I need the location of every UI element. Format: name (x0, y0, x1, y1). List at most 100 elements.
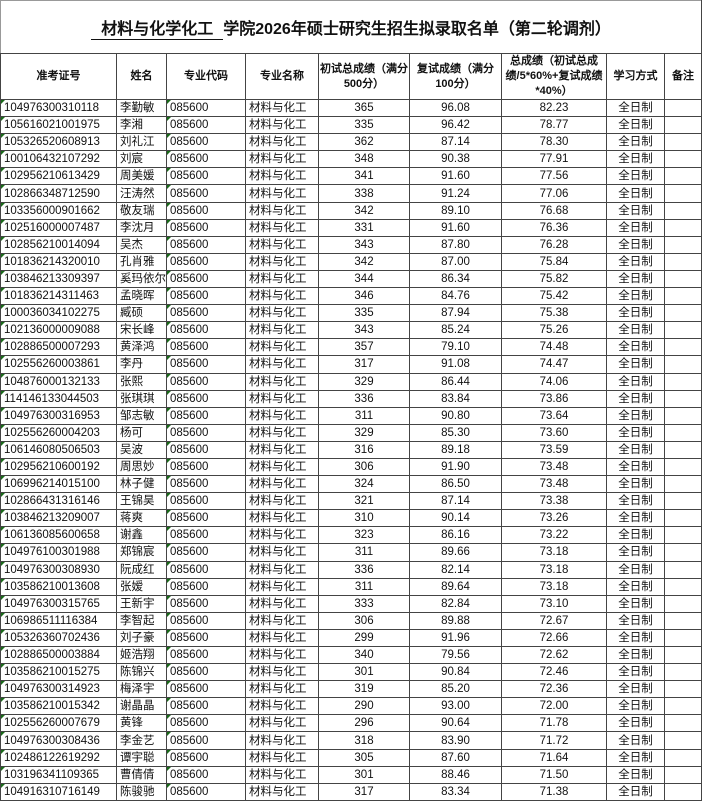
cell-major-name[interactable]: 材料与化工 (245, 611, 319, 630)
cell-study-mode[interactable]: 全日制 (606, 645, 665, 665)
cell-name[interactable]: 谢晶晶 (116, 697, 167, 716)
cell-major-code[interactable]: 085600 (166, 201, 246, 220)
cell-exam-id[interactable]: 102866348712590 (0, 184, 117, 203)
cell-exam-id[interactable]: 114146133044503 (0, 389, 117, 408)
cell-name[interactable]: 臧硕 (116, 304, 167, 323)
cell-name[interactable]: 周思妙 (116, 457, 167, 477)
cell-name[interactable]: 李丹 (116, 355, 167, 374)
cell-major-code[interactable]: 085600 (166, 423, 246, 442)
cell-retest-score[interactable]: 93.00 (409, 697, 502, 716)
cell-name[interactable]: 陈骏驰 (116, 782, 167, 801)
cell-major-code[interactable]: 085600 (166, 680, 246, 699)
cell-major-name[interactable]: 材料与化工 (245, 287, 319, 306)
cell-retest-score[interactable]: 89.88 (409, 611, 502, 630)
cell-major-name[interactable]: 材料与化工 (245, 509, 319, 528)
cell-name[interactable]: 李勤敏 (116, 98, 167, 118)
cell-total-score[interactable]: 73.26 (501, 509, 607, 528)
cell-name[interactable]: 刘宸 (116, 150, 167, 169)
cell-retest-score[interactable]: 84.76 (409, 287, 502, 306)
cell-retest-score[interactable]: 86.34 (409, 269, 502, 289)
cell-study-mode[interactable]: 全日制 (606, 321, 665, 340)
cell-name[interactable]: 杨可 (116, 423, 167, 442)
cell-major-name[interactable]: 材料与化工 (245, 492, 319, 511)
cell-major-code[interactable]: 085600 (166, 663, 246, 682)
cell-retest-score[interactable]: 82.84 (409, 594, 502, 613)
cell-major-code[interactable]: 085600 (166, 765, 246, 784)
cell-major-name[interactable]: 材料与化工 (245, 235, 319, 254)
cell-study-mode[interactable]: 全日制 (606, 304, 665, 323)
cell-initial-score[interactable]: 290 (318, 697, 410, 716)
cell-total-score[interactable]: 71.64 (501, 748, 607, 767)
cell-study-mode[interactable]: 全日制 (606, 577, 665, 596)
cell-major-code[interactable]: 085600 (166, 697, 246, 716)
cell-exam-id[interactable]: 103846213209007 (0, 509, 117, 528)
cell-major-code[interactable]: 085600 (166, 406, 246, 425)
cell-retest-score[interactable]: 85.20 (409, 680, 502, 699)
cell-initial-score[interactable]: 342 (318, 252, 410, 271)
cell-name[interactable]: 曹倩倩 (116, 765, 167, 784)
cell-retest-score[interactable]: 90.84 (409, 663, 502, 682)
cell-retest-score[interactable]: 83.84 (409, 389, 502, 408)
cell-major-name[interactable]: 材料与化工 (245, 680, 319, 699)
cell-total-score[interactable]: 71.50 (501, 765, 607, 784)
cell-initial-score[interactable]: 336 (318, 389, 410, 408)
cell-study-mode[interactable]: 全日制 (606, 167, 665, 186)
cell-initial-score[interactable]: 317 (318, 782, 410, 801)
cell-name[interactable]: 张琪琪 (116, 389, 167, 408)
cell-name[interactable]: 李金艺 (116, 731, 167, 750)
cell-major-code[interactable]: 085600 (166, 475, 246, 494)
cell-study-mode[interactable]: 全日制 (606, 714, 665, 733)
cell-major-name[interactable]: 材料与化工 (245, 714, 319, 733)
cell-exam-id[interactable]: 100036034102275 (0, 304, 117, 323)
cell-major-name[interactable]: 材料与化工 (245, 321, 319, 340)
cell-exam-id[interactable]: 106146080506503 (0, 440, 117, 459)
cell-major-name[interactable]: 材料与化工 (245, 560, 319, 579)
cell-remark[interactable] (663, 116, 702, 135)
cell-name[interactable]: 黄锋 (116, 714, 167, 733)
cell-total-score[interactable]: 73.10 (501, 594, 607, 613)
cell-remark[interactable] (663, 543, 702, 562)
cell-initial-score[interactable]: 329 (318, 423, 410, 442)
cell-major-name[interactable]: 材料与化工 (245, 116, 319, 135)
cell-exam-id[interactable]: 100106432107292 (0, 150, 117, 169)
cell-major-name[interactable]: 材料与化工 (245, 628, 319, 648)
cell-initial-score[interactable]: 323 (318, 526, 410, 545)
cell-exam-id[interactable]: 103846213309397 (0, 269, 117, 289)
cell-total-score[interactable]: 75.42 (501, 287, 607, 306)
cell-total-score[interactable]: 75.26 (501, 321, 607, 340)
cell-major-code[interactable]: 085600 (166, 150, 246, 169)
cell-name[interactable]: 刘子豪 (116, 628, 167, 648)
cell-initial-score[interactable]: 318 (318, 731, 410, 750)
cell-total-score[interactable]: 82.23 (501, 98, 607, 118)
cell-major-name[interactable]: 材料与化工 (245, 133, 319, 152)
cell-exam-id[interactable]: 104916310716149 (0, 782, 117, 801)
cell-exam-id[interactable]: 104976300310118 (0, 98, 117, 118)
cell-retest-score[interactable]: 87.60 (409, 748, 502, 767)
cell-study-mode[interactable]: 全日制 (606, 287, 665, 306)
cell-remark[interactable] (663, 492, 702, 511)
cell-remark[interactable] (663, 133, 702, 152)
cell-retest-score[interactable]: 90.80 (409, 406, 502, 425)
cell-major-code[interactable]: 085600 (166, 133, 246, 152)
cell-study-mode[interactable]: 全日制 (606, 355, 665, 374)
cell-name[interactable]: 阮成红 (116, 560, 167, 579)
cell-remark[interactable] (663, 389, 702, 408)
cell-major-name[interactable]: 材料与化工 (245, 594, 319, 613)
cell-remark[interactable] (663, 680, 702, 699)
cell-study-mode[interactable]: 全日制 (606, 201, 665, 220)
cell-remark[interactable] (663, 372, 702, 391)
cell-retest-score[interactable]: 91.08 (409, 355, 502, 374)
cell-remark[interactable] (663, 98, 702, 118)
cell-total-score[interactable]: 76.28 (501, 235, 607, 254)
cell-total-score[interactable]: 72.66 (501, 628, 607, 648)
cell-remark[interactable] (663, 287, 702, 306)
cell-major-name[interactable]: 材料与化工 (245, 372, 319, 391)
cell-name[interactable]: 吴波 (116, 440, 167, 459)
cell-total-score[interactable]: 73.59 (501, 440, 607, 459)
cell-major-code[interactable]: 085600 (166, 628, 246, 648)
cell-major-code[interactable]: 085600 (166, 167, 246, 186)
cell-initial-score[interactable]: 296 (318, 714, 410, 733)
cell-remark[interactable] (663, 782, 702, 801)
cell-remark[interactable] (663, 423, 702, 442)
cell-study-mode[interactable]: 全日制 (606, 492, 665, 511)
